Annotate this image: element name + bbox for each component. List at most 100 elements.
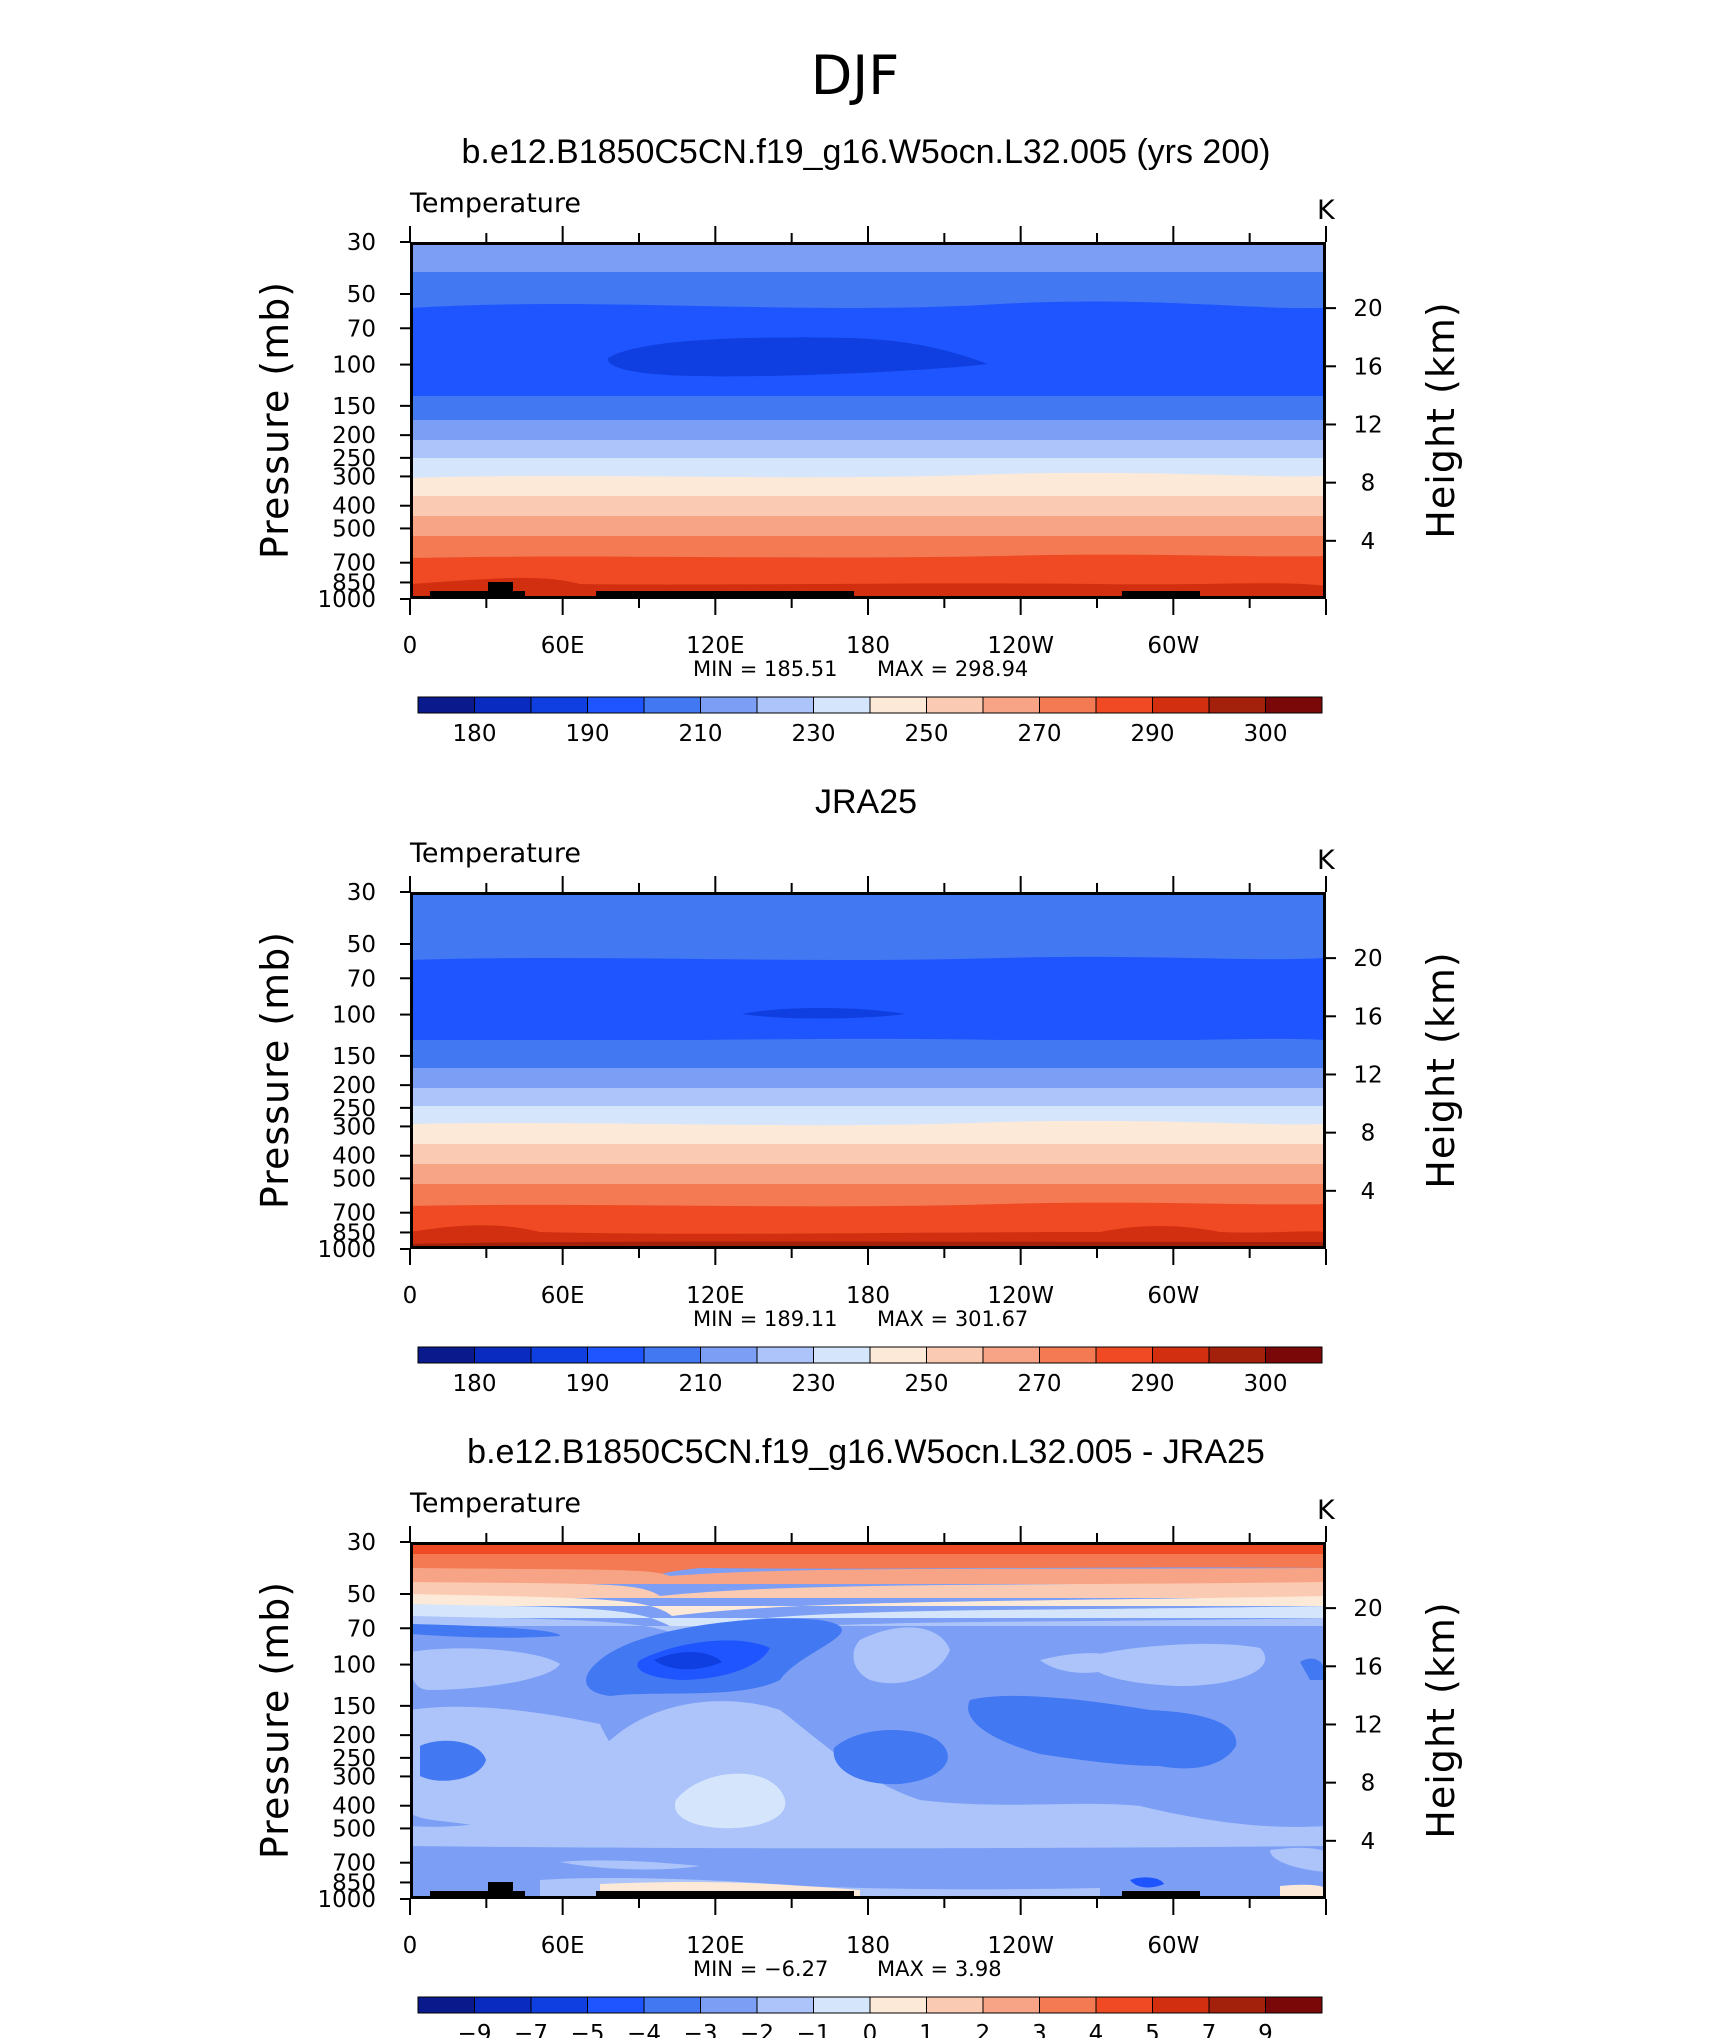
y-tick-label: 30 [347, 230, 376, 256]
band [410, 440, 1326, 460]
cold-region [968, 1695, 1237, 1769]
colorbar-label: 250 [905, 1371, 949, 1397]
band [410, 536, 1326, 558]
colorbar-label: 250 [905, 721, 949, 747]
colorbar-label: 210 [679, 721, 723, 747]
colorbar-swatch [700, 696, 758, 714]
cold-region [1300, 1658, 1326, 1680]
y-tick-label: 1000 [317, 1237, 376, 1263]
band [410, 1144, 1326, 1166]
x-tick-label: 60W [1147, 633, 1199, 659]
colorbar-swatch [926, 1346, 984, 1364]
colorbar-swatch [1265, 1996, 1323, 2014]
y-axis-right: 20 16 12 8 4 [1326, 1596, 1383, 1855]
cold-region [1130, 1877, 1164, 1888]
y-tick-label: 250 [332, 1746, 376, 1772]
colorbar-label: 180 [453, 721, 497, 747]
band [410, 1616, 1326, 1640]
variable-label: Temperature [409, 1488, 581, 1519]
x-tick-label: 0 [403, 633, 418, 659]
y-right-tick-label: 20 [1353, 946, 1382, 972]
x-tick-label: 60E [541, 1283, 585, 1309]
units-label: K [1317, 1495, 1336, 1526]
colorbar-label: 230 [792, 721, 836, 747]
y-right-tick-label: 8 [1361, 1121, 1376, 1147]
colorbar-label: −4 [627, 2021, 661, 2038]
colorbar-label: 9 [1258, 2021, 1273, 2038]
y-tick-label: 1000 [317, 1887, 376, 1913]
topography [430, 1891, 525, 1899]
band [410, 1120, 1326, 1148]
colorbar-label: 270 [1018, 1371, 1062, 1397]
y-axis-title: Pressure (mb) [253, 1581, 297, 1859]
colorbar-label: 0 [863, 2021, 878, 2038]
figure-title: DJF [811, 44, 900, 107]
y-tick-label: 50 [347, 282, 376, 308]
y-tick-label: 300 [332, 1114, 376, 1140]
y-tick-label: 400 [332, 494, 376, 520]
colorbar-label: −3 [684, 2021, 718, 2038]
topography [596, 1891, 854, 1899]
y-right-tick-label: 16 [1353, 1004, 1382, 1030]
colorbar-label: 4 [1089, 2021, 1104, 2038]
colorbar-swatch [1208, 1996, 1266, 2014]
band [410, 1568, 1326, 1584]
panel-model: b.e12.B1850C5CN.f19_g16.W5ocn.L32.005 (y… [253, 133, 1463, 747]
colorbar-swatch [587, 696, 645, 714]
y-tick-label: 30 [347, 1530, 376, 1556]
colorbar-swatch [813, 696, 871, 714]
y-right-tick-label: 8 [1361, 1771, 1376, 1797]
y-tick-label: 400 [332, 1794, 376, 1820]
y-tick-label: 150 [332, 1044, 376, 1070]
colorbar-swatch [1152, 1346, 1210, 1364]
colorbar-swatch [982, 1996, 1040, 2014]
y-tick-label: 500 [332, 1816, 376, 1842]
plot-frame [410, 1542, 1326, 1899]
y-tick-label: 700 [332, 1851, 376, 1877]
y-right-axis-title: Height (km) [1419, 951, 1463, 1188]
panel-title: b.e12.B1850C5CN.f19_g16.W5ocn.L32.005 - … [467, 1433, 1265, 1471]
band [410, 1554, 1326, 1574]
colorbar-label: 230 [792, 1371, 836, 1397]
x-tick-label: 180 [846, 633, 890, 659]
x-tick-label: 120E [686, 1933, 744, 1959]
colorbar-label: 5 [1145, 2021, 1160, 2038]
colorbar-label: −7 [514, 2021, 548, 2038]
x-tick-label: 0 [403, 1933, 418, 1959]
band [410, 1068, 1326, 1090]
cold-minimum [654, 1651, 722, 1670]
colorbar-swatch [587, 1996, 645, 2014]
min-label: MIN = −6.27 [693, 1957, 828, 1981]
region [853, 1627, 950, 1684]
colorbar-swatch [869, 696, 927, 714]
y-tick-label: 250 [332, 446, 376, 472]
colorbar-label: −9 [458, 2021, 492, 2038]
y-tick-label: 200 [332, 423, 376, 449]
x-tick-label: 120E [686, 633, 744, 659]
colorbar-swatch [869, 1996, 927, 2014]
x-tick-label: 180 [846, 1283, 890, 1309]
plot-frame [410, 892, 1326, 1249]
y-tick-label: 200 [332, 1073, 376, 1099]
colorbar-swatch [417, 696, 475, 714]
y-tick-label: 300 [332, 1764, 376, 1790]
y-tick-label: 30 [347, 880, 376, 906]
y-tick-label: 100 [332, 1653, 376, 1679]
y-tick-label: 70 [347, 1616, 376, 1642]
y-right-tick-label: 20 [1353, 296, 1382, 322]
colorbar-label: 7 [1202, 2021, 1217, 2038]
x-axis: 0 60E 120E 180 120W 60W [403, 226, 1327, 659]
x-tick-label: 120W [987, 633, 1054, 659]
region [410, 1648, 560, 1690]
colorbar-swatch [982, 696, 1040, 714]
x-tick-label: 60E [541, 1933, 585, 1959]
panel-observation: JRA25 Temperature K 30507010015020025030… [253, 783, 1463, 1397]
colorbar-swatch [474, 1996, 532, 2014]
max-label: MAX = 301.67 [877, 1307, 1028, 1331]
x-tick-label: 180 [846, 1933, 890, 1959]
band [410, 1582, 1326, 1598]
x-tick-label: 120E [686, 1283, 744, 1309]
colorbar-label: −5 [571, 2021, 605, 2038]
colorbar-swatch [1208, 696, 1266, 714]
